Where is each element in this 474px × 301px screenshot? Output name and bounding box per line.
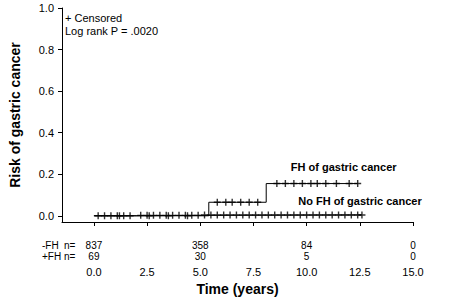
svg-text:0.8: 0.8	[39, 44, 54, 56]
svg-text:Time (years): Time (years)	[196, 281, 278, 297]
svg-text:0: 0	[410, 240, 416, 251]
svg-text:2.5: 2.5	[139, 266, 154, 278]
svg-text:1.0: 1.0	[39, 2, 54, 14]
svg-text:84: 84	[301, 240, 313, 251]
svg-text:+FH: +FH	[42, 251, 61, 262]
svg-text:Risk of gastric cancer: Risk of gastric cancer	[7, 42, 23, 188]
svg-text:5: 5	[304, 251, 310, 262]
svg-text:0.0: 0.0	[86, 266, 101, 278]
svg-text:837: 837	[86, 240, 103, 251]
svg-text:+ Censored: + Censored	[65, 12, 122, 24]
svg-text:0.4: 0.4	[39, 127, 54, 139]
svg-text:12.5: 12.5	[349, 266, 370, 278]
svg-text:7.5: 7.5	[246, 266, 261, 278]
svg-text:n=: n=	[64, 251, 76, 262]
svg-text:0.2: 0.2	[39, 168, 54, 180]
svg-text:-FH: -FH	[42, 240, 59, 251]
svg-text:n=: n=	[64, 240, 76, 251]
svg-text:0.6: 0.6	[39, 85, 54, 97]
svg-text:Log rank P = .0020: Log rank P = .0020	[65, 25, 158, 37]
svg-text:15.0: 15.0	[402, 266, 423, 278]
svg-text:No FH of gastric cancer: No FH of gastric cancer	[298, 195, 422, 207]
svg-text:FH of gastric cancer: FH of gastric cancer	[291, 161, 397, 173]
svg-text:5.0: 5.0	[193, 266, 208, 278]
svg-text:30: 30	[195, 251, 207, 262]
svg-text:10.0: 10.0	[296, 266, 317, 278]
svg-text:358: 358	[192, 240, 209, 251]
svg-text:69: 69	[88, 251, 100, 262]
svg-text:0: 0	[410, 251, 416, 262]
svg-text:0.0: 0.0	[39, 210, 54, 222]
